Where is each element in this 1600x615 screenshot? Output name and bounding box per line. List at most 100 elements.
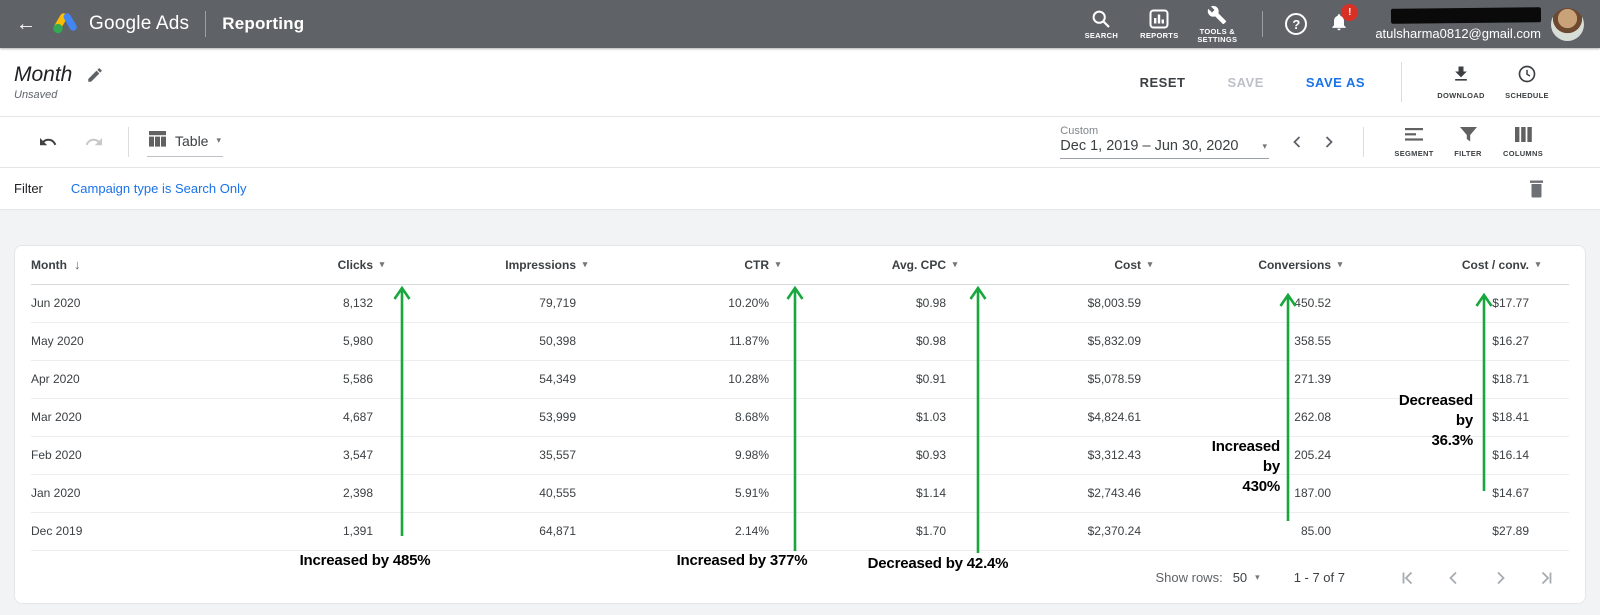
cell-impressions: 35,557 — [391, 436, 594, 475]
cell-cost: $5,832.09 — [964, 322, 1159, 361]
segment-icon — [1405, 127, 1423, 145]
columns-button[interactable]: COLUMNS — [1494, 126, 1552, 158]
cell-ctr: 9.98% — [594, 436, 787, 475]
column-header-cost-conv[interactable]: Cost / conv. ▾ — [1349, 246, 1569, 285]
cell-cost: $8,003.59 — [964, 284, 1159, 323]
last-page-button[interactable] — [1533, 565, 1559, 591]
cell-cost: $2,743.46 — [964, 474, 1159, 513]
chevron-down-icon: ▾ — [582, 259, 588, 270]
content-area: Month ↓ Clicks ▾ Impressions ▾ CTR ▾ Avg. CPC ▾ Co… — [0, 210, 1600, 615]
cell-cost: $5,078.59 — [964, 360, 1159, 399]
columns-icon — [1514, 126, 1532, 145]
help-button[interactable]: ? — [1285, 13, 1308, 35]
chevron-down-icon: ▾ — [1262, 140, 1267, 151]
table-row-jun-2020: Jun 2020 8,132 79,719 10.20% $0.98 $8,003.59 4… — [31, 284, 1569, 323]
first-page-button[interactable] — [1395, 565, 1421, 591]
cell-clicks: 5,586 — [181, 360, 391, 399]
next-page-button[interactable] — [1487, 565, 1513, 591]
tools-settings-label: TOOLS & SETTINGS — [1197, 26, 1238, 44]
column-header-month[interactable]: Month ↓ — [31, 246, 181, 285]
cell-clicks: 1,391 — [181, 512, 391, 551]
back-button[interactable]: ← — [12, 13, 40, 36]
date-range-type: Custom — [1060, 125, 1099, 137]
cell-cost: $4,824.61 — [964, 398, 1159, 437]
filter-button[interactable]: FILTER — [1442, 126, 1494, 158]
chevron-down-icon: ▾ — [1255, 572, 1260, 582]
toolbar-divider — [128, 127, 129, 157]
cell-month: Jun 2020 — [31, 284, 181, 323]
avatar[interactable] — [1551, 7, 1584, 41]
table-row-may-2020: May 2020 5,980 50,398 11.87% $0.98 $5,832.09 3… — [31, 322, 1569, 361]
cell-ctr: 2.14% — [594, 512, 787, 551]
cell-cost-conv: $16.27 — [1349, 322, 1569, 361]
cell-conversions: 271.39 — [1159, 360, 1349, 399]
show-rows-label: Show rows: — [1155, 570, 1223, 585]
google-ads-logo-icon — [52, 10, 79, 39]
clock-icon — [1517, 64, 1537, 87]
search-nav-button[interactable]: SEARCH — [1074, 9, 1128, 40]
cell-impressions: 79,719 — [391, 284, 594, 323]
chevron-right-icon — [1323, 136, 1335, 152]
redo-button[interactable] — [78, 128, 110, 156]
column-header-clicks[interactable]: Clicks ▾ — [181, 246, 391, 285]
cell-conversions: 262.08 — [1159, 398, 1349, 437]
pencil-icon — [86, 68, 104, 87]
last-page-icon — [1537, 571, 1555, 590]
tools-settings-nav-button[interactable]: TOOLS & SETTINGS — [1190, 5, 1244, 44]
cell-cost-conv: $16.14 — [1349, 436, 1569, 475]
undo-button[interactable] — [32, 128, 64, 156]
account-info[interactable]: atulsharma0812@gmail.com — [1375, 6, 1542, 41]
column-header-ctr[interactable]: CTR ▾ — [594, 246, 787, 285]
reset-button[interactable]: RESET — [1139, 74, 1186, 90]
toolbar-divider — [1363, 127, 1364, 157]
cell-clicks: 2,398 — [181, 474, 391, 513]
download-button[interactable]: DOWNLOAD — [1428, 64, 1494, 100]
cell-impressions: 54,349 — [391, 360, 594, 399]
segment-button[interactable]: SEGMENT — [1386, 127, 1442, 158]
date-range-select[interactable]: Custom Dec 1, 2019 – Jun 30, 2020 ▾ — [1060, 125, 1269, 159]
table-row-mar-2020: Mar 2020 4,687 53,999 8.68% $1.03 $4,824.61 26… — [31, 398, 1569, 437]
cell-impressions: 53,999 — [391, 398, 594, 437]
reports-nav-button[interactable]: REPORTS — [1132, 9, 1186, 40]
previous-period-button[interactable] — [1285, 129, 1309, 155]
cell-cost-conv: $27.89 — [1349, 512, 1569, 551]
column-header-cost[interactable]: Cost ▾ — [964, 246, 1159, 285]
cell-conversions: 358.55 — [1159, 322, 1349, 361]
edit-title-button[interactable] — [86, 66, 104, 84]
notifications-button[interactable]: ! — [1329, 3, 1359, 38]
cell-avg-cpc: $0.98 — [787, 284, 964, 323]
undo-icon — [38, 138, 58, 153]
filter-label: Filter — [14, 181, 43, 196]
pagination-bar: Show rows: 50 ▾ 1 - 7 of 7 — [31, 551, 1569, 605]
previous-page-button[interactable] — [1441, 565, 1467, 591]
cell-month: Dec 2019 — [31, 512, 181, 551]
schedule-button[interactable]: SCHEDULE — [1494, 64, 1560, 100]
column-header-conversions[interactable]: Conversions ▾ — [1159, 246, 1349, 285]
filter-bar: Filter Campaign type is Search Only — [0, 168, 1600, 210]
wrench-icon — [1207, 5, 1227, 25]
page-title: Month — [14, 63, 73, 86]
remove-filter-button[interactable] — [1529, 180, 1544, 198]
header-divider — [1401, 62, 1402, 102]
cell-impressions: 40,555 — [391, 474, 594, 513]
column-header-impressions[interactable]: Impressions ▾ — [391, 246, 594, 285]
page-size-select[interactable]: 50 ▾ — [1232, 570, 1260, 585]
cell-conversions: 187.00 — [1159, 474, 1349, 513]
save-status: Unsaved — [14, 89, 58, 101]
cell-conversions: 450.52 — [1159, 284, 1349, 323]
chevron-down-icon: ▾ — [216, 135, 221, 145]
pagination-range: 1 - 7 of 7 — [1293, 570, 1345, 585]
save-as-button[interactable]: SAVE AS — [1305, 74, 1365, 90]
cell-impressions: 50,398 — [391, 322, 594, 361]
cell-month: Mar 2020 — [31, 398, 181, 437]
view-type-select[interactable]: Table ▾ — [147, 127, 223, 157]
report-table: Month ↓ Clicks ▾ Impressions ▾ CTR ▾ Avg. CPC ▾ Co… — [31, 246, 1569, 551]
filter-chip-link[interactable]: Campaign type is Search Only — [70, 181, 247, 196]
chevron-right-icon — [1491, 571, 1509, 590]
save-button[interactable]: SAVE — [1227, 74, 1264, 90]
cell-cost-conv: $18.71 — [1349, 360, 1569, 399]
notification-badge: ! — [1341, 3, 1359, 21]
column-header-avg-cpc[interactable]: Avg. CPC ▾ — [787, 246, 964, 285]
cell-cost-conv: $18.41 — [1349, 398, 1569, 437]
next-period-button[interactable] — [1317, 129, 1341, 155]
